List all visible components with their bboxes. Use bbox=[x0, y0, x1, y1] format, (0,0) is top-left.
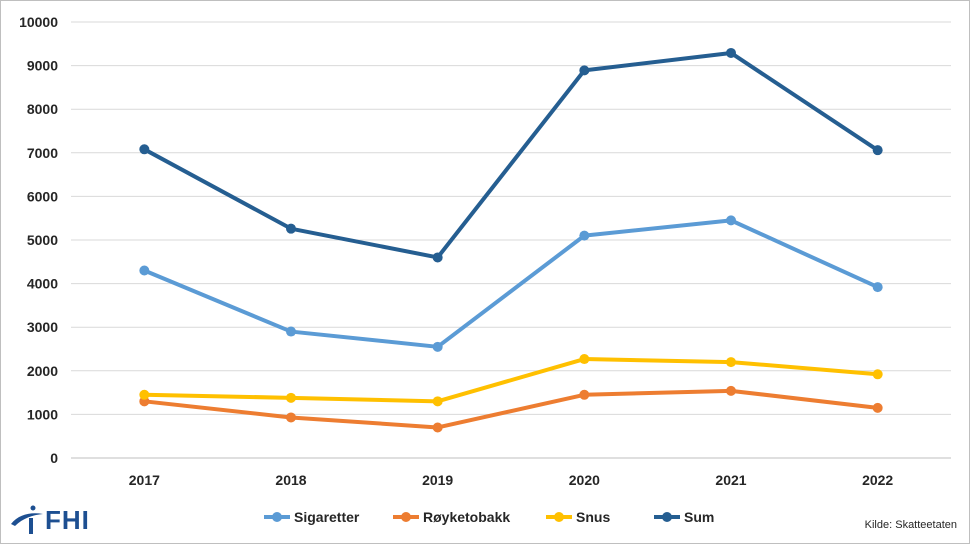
x-tick-label: 2022 bbox=[862, 472, 893, 488]
data-point-snus bbox=[579, 354, 590, 365]
series-royketobakk bbox=[139, 385, 883, 433]
y-tick-label: 0 bbox=[50, 450, 58, 466]
data-point-royketobakk bbox=[579, 389, 590, 400]
legend-item-snus: Snus bbox=[546, 509, 610, 525]
data-point-sum bbox=[579, 65, 590, 76]
data-point-sigaretter bbox=[432, 341, 443, 352]
logo-text: FHI bbox=[45, 504, 90, 535]
series-line-snus bbox=[142, 357, 880, 404]
legend-marker bbox=[662, 512, 672, 522]
y-tick-label: 3000 bbox=[27, 319, 58, 335]
data-point-sum bbox=[432, 252, 443, 263]
legend-marker bbox=[272, 512, 282, 522]
data-point-snus bbox=[872, 369, 883, 380]
x-tick-label: 2020 bbox=[569, 472, 600, 488]
legend-marker bbox=[554, 512, 564, 522]
data-point-sigaretter bbox=[286, 326, 296, 337]
y-tick-label: 2000 bbox=[27, 363, 58, 379]
y-tick-label: 6000 bbox=[27, 188, 58, 204]
series-line-sum bbox=[142, 50, 880, 260]
legend-label: Røyketobakk bbox=[423, 509, 510, 525]
y-tick-label: 1000 bbox=[27, 406, 58, 422]
gridlines bbox=[71, 21, 951, 459]
data-point-sigaretter bbox=[139, 265, 150, 276]
y-tick-label: 10000 bbox=[19, 14, 58, 30]
x-tick-label: 2017 bbox=[129, 472, 160, 488]
series-line-royketobakk bbox=[142, 388, 880, 430]
y-tick-label: 4000 bbox=[27, 276, 58, 292]
data-point-sum bbox=[139, 144, 150, 155]
data-point-snus bbox=[432, 396, 443, 407]
source-note: Kilde: Skatteetaten bbox=[864, 519, 957, 531]
legend-marker bbox=[401, 512, 411, 522]
data-point-sum bbox=[286, 223, 296, 234]
data-point-snus bbox=[726, 357, 736, 368]
data-point-royketobakk bbox=[726, 385, 736, 396]
legend-label: Snus bbox=[576, 509, 610, 525]
fhi-swoosh-icon bbox=[11, 505, 43, 534]
y-axis-ticks: 0 1000 2000 3000 4000 5000 6000 7000 8000 9000 100… bbox=[19, 14, 58, 466]
data-point-royketobakk bbox=[286, 412, 296, 423]
series-snus bbox=[139, 354, 883, 407]
y-tick-label: 5000 bbox=[27, 232, 58, 248]
data-point-sigaretter bbox=[872, 282, 883, 293]
legend-label: Sigaretter bbox=[294, 509, 360, 525]
legend-label: Sum bbox=[684, 509, 714, 525]
series-line-sigaretter bbox=[142, 218, 880, 349]
data-point-sum bbox=[872, 145, 883, 156]
series-lines bbox=[139, 47, 883, 433]
fhi-logo: FHI bbox=[9, 503, 90, 537]
data-point-sigaretter bbox=[579, 230, 590, 241]
legend-item-sum: Sum bbox=[654, 509, 714, 525]
y-tick-label: 7000 bbox=[27, 145, 58, 161]
legend-item-sigaretter: Sigaretter bbox=[264, 509, 360, 525]
x-tick-label: 2018 bbox=[275, 472, 306, 488]
data-point-royketobakk bbox=[872, 402, 883, 413]
y-tick-label: 8000 bbox=[27, 101, 58, 117]
data-point-snus bbox=[286, 392, 296, 403]
data-point-royketobakk bbox=[432, 422, 443, 433]
data-point-sum bbox=[726, 47, 736, 58]
legend-item-royketobakk: Røyketobakk bbox=[393, 509, 510, 525]
data-point-snus bbox=[139, 389, 150, 400]
series-sigaretter bbox=[139, 215, 883, 352]
legend: Sigaretter Røyketobakk Snus Sum bbox=[264, 509, 714, 525]
x-tick-label: 2021 bbox=[715, 472, 746, 488]
x-tick-label: 2019 bbox=[422, 472, 453, 488]
x-axis-ticks: 2017 2018 2019 2020 2021 2022 bbox=[129, 472, 894, 488]
y-tick-label: 9000 bbox=[27, 58, 58, 74]
series-sum bbox=[139, 47, 883, 263]
data-point-sigaretter bbox=[726, 215, 736, 226]
